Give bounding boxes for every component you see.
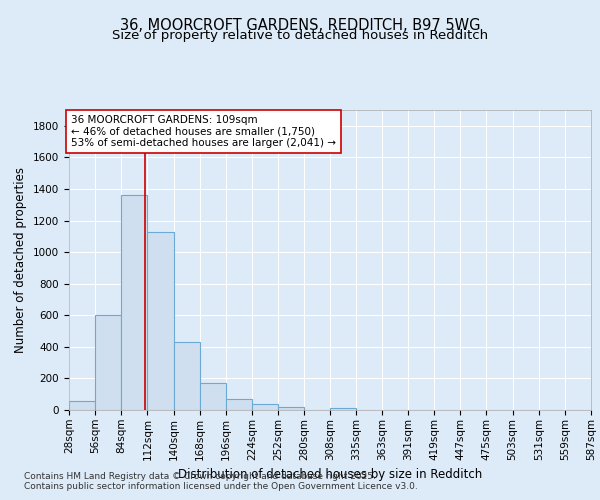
Text: 36, MOORCROFT GARDENS, REDDITCH, B97 5WG: 36, MOORCROFT GARDENS, REDDITCH, B97 5WG <box>120 18 480 32</box>
Bar <box>252 404 278 410</box>
Text: Contains public sector information licensed under the Open Government Licence v3: Contains public sector information licen… <box>24 482 418 491</box>
Bar <box>95 316 121 410</box>
Bar <box>200 383 226 410</box>
X-axis label: Distribution of detached houses by size in Redditch: Distribution of detached houses by size … <box>178 468 482 481</box>
Bar <box>278 407 304 410</box>
Text: 36 MOORCROFT GARDENS: 109sqm
← 46% of detached houses are smaller (1,750)
53% of: 36 MOORCROFT GARDENS: 109sqm ← 46% of de… <box>71 114 336 148</box>
Text: Contains HM Land Registry data © Crown copyright and database right 2025.: Contains HM Land Registry data © Crown c… <box>24 472 376 481</box>
Text: Size of property relative to detached houses in Redditch: Size of property relative to detached ho… <box>112 29 488 42</box>
Bar <box>148 232 173 410</box>
Bar <box>226 399 252 410</box>
Y-axis label: Number of detached properties: Number of detached properties <box>14 167 28 353</box>
Bar <box>121 196 148 410</box>
Bar <box>69 402 95 410</box>
Bar <box>331 408 356 410</box>
Bar <box>173 342 200 410</box>
